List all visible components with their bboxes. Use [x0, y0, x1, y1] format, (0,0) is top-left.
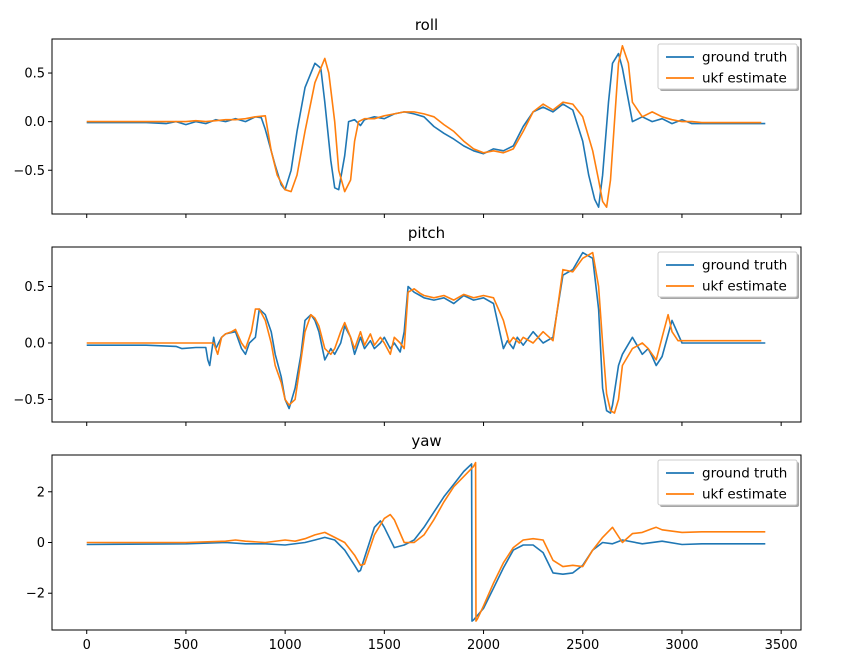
- subplot-yaw: yaw 0 500 1000 1500 2000 2500 3000 3500 −2 0 2 groun…: [26, 432, 802, 653]
- series-line-ukf-estimate: [86, 461, 766, 622]
- y-tick-label: 0.5: [24, 67, 45, 82]
- legend-label: ukf estimate: [702, 71, 787, 87]
- subplot-title: roll: [415, 16, 438, 34]
- subplot-roll: roll −0.5 0.0 0.5 ground truth ukf estimate: [13, 16, 802, 218]
- plot-frame: [51, 246, 802, 423]
- series-line-ukf-estimate: [86, 251, 762, 414]
- series-line-ground-truth: [86, 463, 766, 622]
- y-tick-label: 2: [37, 485, 45, 500]
- y-tick-label: 0.5: [24, 280, 45, 295]
- y-tick-label: 0: [37, 536, 45, 551]
- x-tick-label: 1000: [269, 638, 302, 653]
- legend: ground truth ukf estimate: [657, 251, 799, 299]
- legend: ground truth ukf estimate: [657, 459, 799, 507]
- x-tick-label: 0: [83, 638, 91, 653]
- y-tick-label: −0.5: [13, 393, 45, 408]
- y-tick-label: 0.0: [24, 336, 45, 351]
- x-tick-label: 500: [174, 638, 199, 653]
- x-tick-label: 1500: [368, 638, 401, 653]
- plot-frame: [51, 38, 802, 215]
- subplot-title: yaw: [411, 432, 441, 450]
- series-line-ground-truth: [86, 251, 766, 414]
- x-tick-label: 3500: [765, 638, 798, 653]
- x-tick-label: 2500: [566, 638, 599, 653]
- y-tick-label: −2: [26, 587, 45, 602]
- subplot-title: pitch: [408, 224, 445, 242]
- y-tick-label: −0.5: [13, 164, 45, 179]
- x-tick-label: 3000: [665, 638, 698, 653]
- series-line-ukf-estimate: [86, 45, 762, 208]
- legend-label: ukf estimate: [702, 279, 787, 295]
- series-line-ground-truth: [86, 52, 766, 208]
- y-tick-label: 0.0: [24, 115, 45, 130]
- legend: ground truth ukf estimate: [657, 43, 799, 91]
- subplot-pitch: pitch −0.5 0.0 0.5 ground truth ukf estimate: [13, 224, 802, 426]
- legend-label: ground truth: [702, 50, 787, 66]
- legend-label: ground truth: [702, 258, 787, 274]
- legend-label: ground truth: [702, 466, 787, 482]
- x-tick-label: 2000: [467, 638, 500, 653]
- legend-label: ukf estimate: [702, 487, 787, 503]
